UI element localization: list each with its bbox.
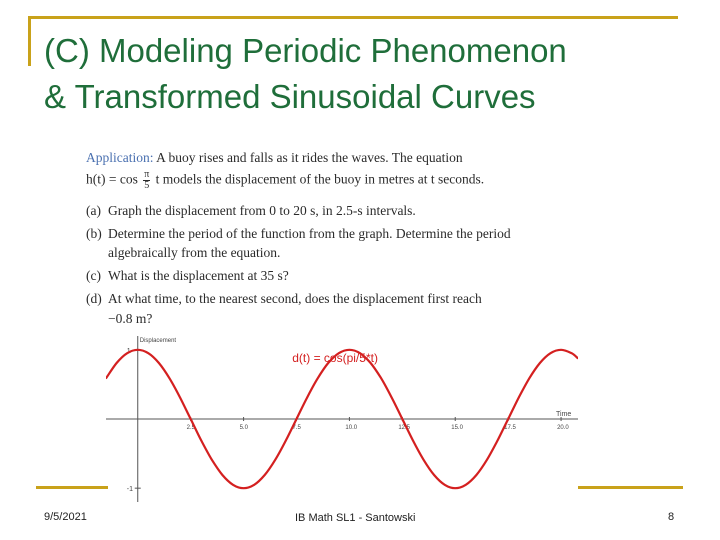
series-line: [106, 348, 578, 490]
data-point: [369, 362, 372, 364]
y-axis-label: Displacement: [140, 338, 177, 344]
data-point: [126, 352, 128, 355]
x-tick-label: 5.0: [240, 425, 249, 431]
problem-intro-line: Application: A buoy rises and falls as i…: [86, 150, 463, 166]
data-point-group: [106, 349, 578, 489]
displacement-graph: Displacement Time d(t) = cos(pi/5*t) 2.5…: [106, 336, 578, 502]
data-point: [316, 377, 319, 380]
frame-top-rule: [28, 16, 678, 19]
data-point: [338, 352, 340, 355]
data-point: [577, 357, 578, 360]
data-point: [496, 439, 499, 442]
data-point: [189, 418, 192, 420]
data-point: [242, 487, 245, 489]
data-point: [211, 458, 213, 461]
fraction-denominator: 5: [144, 180, 150, 191]
frame-bottom-right-rule: [578, 486, 683, 489]
data-point: [539, 362, 541, 364]
data-point: [306, 396, 308, 399]
x-axis-label: Time: [556, 411, 571, 418]
data-point: [454, 487, 457, 489]
x-tick-label: 7.5: [292, 425, 301, 431]
x-tick-label: 10.0: [345, 425, 357, 431]
x-tick-label: 15.0: [451, 425, 463, 431]
chart-title: d(t) = cos(pi/5*t): [292, 351, 378, 365]
x-tick-label: 20.0: [557, 425, 569, 431]
problem-equation-line: h(t) = cos π 5 t models the displacement…: [86, 170, 484, 191]
footer-course: IB Math SL1 - Santowski: [295, 512, 416, 524]
data-point: [412, 439, 414, 442]
problem-part: −0.8 m?: [86, 311, 152, 327]
fraction-numerator: π: [143, 169, 151, 181]
data-point: [465, 483, 467, 486]
part-text: −0.8 m?: [108, 311, 153, 326]
data-point: [221, 474, 224, 476]
data-point: [158, 362, 160, 364]
data-point: [168, 377, 171, 380]
problem-part: (a) Graph the displacement from 0 to 20 s…: [86, 203, 416, 219]
part-text: Determine the period of the function fro…: [108, 226, 511, 241]
slide-title: (C) Modeling Periodic Phenomenon & Trans…: [44, 28, 704, 120]
data-point: [348, 349, 351, 351]
part-text: What is the displacement at 35 s?: [108, 268, 289, 283]
footer-page-number: 8: [668, 511, 675, 523]
data-point: [560, 349, 562, 351]
data-point: [549, 352, 552, 355]
application-label: Application:: [86, 150, 154, 165]
data-point: [274, 458, 277, 461]
data-point: [106, 377, 107, 380]
data-point: [380, 377, 382, 380]
data-point: [327, 362, 330, 364]
data-point: [200, 439, 203, 442]
data-point: [422, 458, 425, 461]
data-point: [359, 352, 361, 355]
data-point: [443, 483, 446, 486]
data-point: [232, 483, 234, 486]
problem-part: (d) At what time, to the nearest second, …: [86, 291, 482, 307]
problem-part: algebraically from the equation.: [86, 245, 280, 261]
data-point: [517, 396, 520, 399]
data-point: [136, 349, 139, 351]
data-point: [179, 396, 181, 399]
tick-group: 2.5 5.0 7.5 10.0 12.5 15.0 17.5 20.01-1: [127, 348, 570, 493]
footer-date: 9/5/2021: [44, 511, 87, 523]
part-marker: (a): [86, 203, 101, 218]
x-tick-label: 2.5: [187, 425, 196, 431]
part-text: At what time, to the nearest second, doe…: [108, 291, 482, 306]
data-point: [507, 418, 509, 420]
part-text: algebraically from the equation.: [108, 245, 281, 260]
data-point: [263, 474, 266, 476]
problem-intro-text: A buoy rises and falls as it rides the w…: [156, 150, 463, 165]
y-tick-label: -1: [127, 486, 133, 493]
problem-part: (c) What is the displacement at 35 s?: [86, 268, 289, 284]
data-point: [528, 377, 531, 380]
frame-bottom-left-rule: [36, 486, 108, 489]
equation-lhs: h(t) = cos: [86, 171, 138, 187]
data-point: [115, 362, 118, 364]
data-point: [390, 396, 393, 399]
data-point: [475, 474, 478, 476]
slide-title-line-1: (C) Modeling Periodic Phenomenon: [44, 32, 567, 69]
part-marker: (b): [86, 226, 102, 241]
slide-title-line-2: & Transformed Sinusoidal Curves: [44, 78, 536, 115]
part-text: Graph the displacement from 0 to 20 s, i…: [108, 203, 416, 218]
data-point: [486, 458, 488, 461]
data-point: [401, 418, 404, 420]
part-marker: (d): [86, 291, 102, 306]
part-marker: (c): [86, 268, 101, 283]
problem-part: (b) Determine the period of the function …: [86, 226, 511, 242]
data-point: [285, 439, 287, 442]
x-tick-label: 17.5: [504, 425, 516, 431]
data-point: [147, 352, 150, 355]
x-tick-label: 12.5: [398, 425, 410, 431]
frame-left-rule: [28, 16, 31, 66]
equation-fraction: π 5: [143, 169, 151, 191]
data-point: [570, 352, 573, 355]
data-point: [295, 418, 298, 420]
data-point: [433, 474, 435, 476]
data-point: [253, 483, 255, 486]
equation-rest: t models the displacement of the buoy in…: [155, 171, 485, 187]
problem-statement: Application: A buoy rises and falls as i…: [80, 148, 590, 328]
